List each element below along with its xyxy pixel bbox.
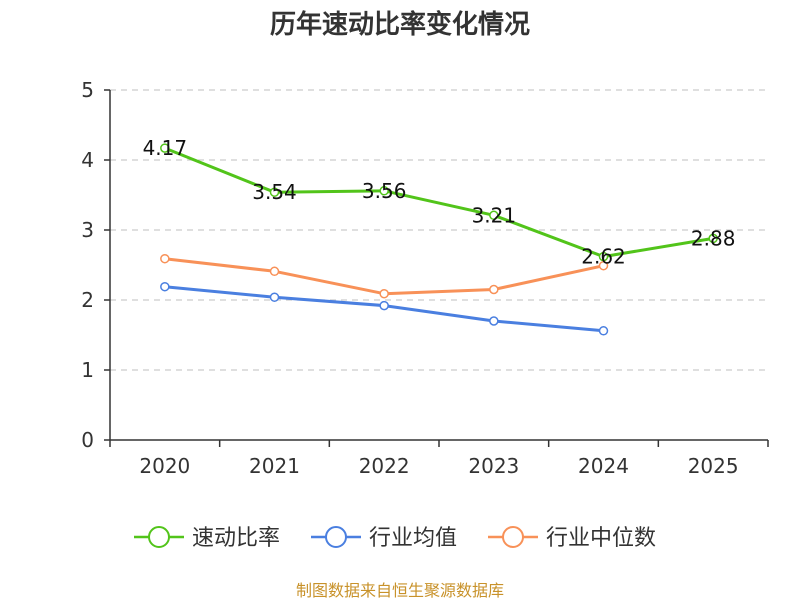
legend: 速动比率 行业均值 行业中位数 (134, 526, 656, 551)
series-line (164, 257, 604, 296)
source-note: 制图数据来自恒生聚源数据库 (296, 581, 504, 600)
data-point (160, 281, 170, 292)
data-point (379, 186, 389, 196)
data-point (708, 233, 718, 244)
series-1 (160, 281, 609, 336)
data-point (489, 210, 499, 221)
data-point (379, 288, 389, 299)
series-2 (160, 253, 609, 299)
data-point (489, 316, 499, 326)
x-tick-label: 2025 (688, 454, 739, 478)
legend-marker (148, 526, 170, 548)
axes: 0 1 2 3 4 5 2020 2021 2022 2023 2024 2025 (81, 78, 769, 478)
y-tick-label: 1 (81, 358, 94, 382)
series-layer: 4.17 3.54 3.56 3.21 2.62 2.88 (143, 136, 736, 336)
data-point (379, 300, 389, 311)
data-point (598, 326, 609, 336)
legend-label: 行业中位数 (546, 526, 656, 551)
data-label: 4.17 (143, 136, 188, 160)
legend-label: 速动比率 (192, 526, 280, 551)
y-tick-label: 2 (81, 288, 94, 312)
x-tick-label: 2020 (139, 454, 190, 478)
data-point (160, 143, 170, 153)
data-point (598, 260, 609, 271)
legend-item[interactable]: 速动比率 (134, 526, 280, 551)
legend-marker (502, 526, 524, 548)
data-label: 2.62 (581, 245, 626, 269)
series-line (164, 146, 714, 259)
y-tick-label: 0 (81, 428, 94, 452)
x-tick-label: 2022 (359, 454, 410, 478)
x-tick-label: 2024 (578, 454, 629, 478)
y-tick-label: 5 (81, 78, 94, 102)
data-point (598, 251, 609, 262)
series-0: 4.17 3.54 3.56 3.21 2.62 2.88 (143, 136, 736, 269)
data-label: 3.56 (362, 179, 407, 203)
legend-label: 行业均值 (369, 526, 457, 551)
data-point (269, 292, 280, 302)
data-label: 3.54 (252, 180, 297, 204)
data-point (269, 266, 280, 277)
legend-item[interactable]: 行业中位数 (488, 526, 656, 551)
gridlines (110, 89, 768, 371)
x-tick-label: 2023 (468, 454, 519, 478)
data-label: 2.88 (691, 226, 736, 250)
legend-item[interactable]: 行业均值 (311, 526, 457, 551)
legend-marker (325, 526, 347, 548)
data-label: 3.21 (472, 203, 517, 227)
data-point (269, 187, 280, 197)
chart-title: 历年速动比率变化情况 (270, 9, 530, 40)
data-point (489, 284, 499, 295)
data-point (160, 253, 170, 264)
y-tick-label: 3 (81, 218, 94, 242)
x-tick-label: 2021 (249, 454, 300, 478)
y-tick-label: 4 (81, 148, 94, 172)
